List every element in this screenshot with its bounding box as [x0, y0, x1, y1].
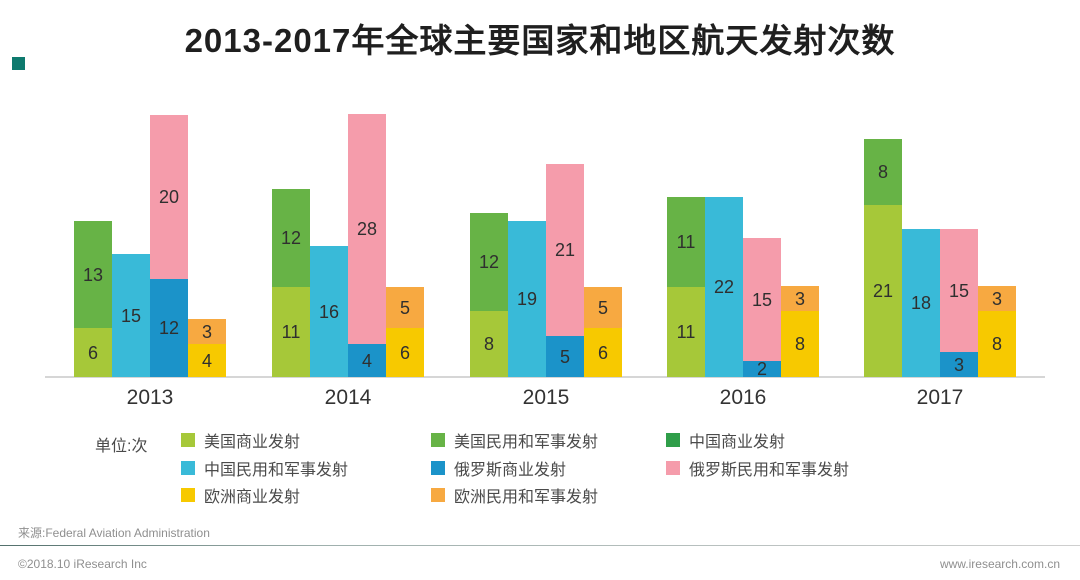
- bar-value-label: 6: [399, 343, 410, 363]
- footer-divider: [0, 545, 1080, 546]
- bar-value-label: 4: [361, 351, 372, 371]
- bar-value-label: 6: [597, 343, 608, 363]
- bar-segment: [150, 279, 188, 377]
- website-text: www.iresearch.com.cn: [939, 557, 1060, 571]
- x-tick-label: 2015: [522, 386, 570, 409]
- bar-value-label: 5: [559, 347, 570, 367]
- bar-value-label: 16: [318, 302, 340, 322]
- copyright-text: ©2018.10 iResearch Inc: [18, 557, 147, 571]
- corner-accent-square: [12, 57, 25, 70]
- bar-value-label: 3: [201, 322, 212, 342]
- bar-value-label: 11: [281, 322, 301, 342]
- bar-value-label: 18: [910, 293, 932, 313]
- bar-segment: [348, 344, 386, 377]
- bar-value-label: 6: [87, 343, 98, 363]
- bar-value-label: 3: [991, 289, 1002, 309]
- bar-value-label: 15: [751, 290, 773, 310]
- x-axis-line: [45, 376, 1045, 378]
- bar-segment: [978, 286, 1016, 311]
- bar-value-label: 15: [948, 281, 970, 301]
- x-tick-label: 2016: [719, 386, 767, 409]
- bar-value-label: 19: [516, 289, 538, 309]
- bar-value-label: 5: [399, 298, 410, 318]
- bar-segment: [74, 328, 112, 377]
- bar-segment: [667, 197, 705, 287]
- bar-value-label: 8: [794, 334, 805, 354]
- chart-title: 2013-2017年全球主要国家和地区航天发射次数: [184, 22, 896, 59]
- bar-value-label: 8: [877, 162, 888, 182]
- bar-segment: [150, 115, 188, 279]
- x-tick-label: 2014: [324, 386, 372, 409]
- bar-segment: [902, 229, 940, 377]
- bar-value-label: 11: [676, 232, 696, 252]
- bar-value-label: 8: [483, 334, 494, 354]
- bar-segment: [188, 319, 226, 344]
- bar-value-label: 22: [713, 277, 735, 297]
- bar-segment: [743, 361, 781, 377]
- bar-segment: [470, 213, 508, 311]
- bar-value-label: 8: [991, 334, 1002, 354]
- bar-value-label: 5: [597, 298, 608, 318]
- bar-segment: [112, 254, 150, 377]
- bar-segment: [940, 229, 978, 352]
- bar-segment: [864, 205, 902, 377]
- unit-label: 单位:次: [95, 438, 148, 455]
- bar-segment: [386, 328, 424, 377]
- bar-value-label: 3: [794, 289, 805, 309]
- bar-value-label: 12: [158, 318, 180, 338]
- bar-value-label: 2: [756, 359, 767, 379]
- bar-value-label: 12: [478, 252, 500, 272]
- bar-segment: [508, 221, 546, 377]
- bar-segment: [584, 328, 622, 377]
- bar-segment: [743, 238, 781, 361]
- bar-segment: [348, 114, 386, 344]
- bar-segment: [310, 246, 348, 377]
- x-tick-label: 2017: [916, 386, 964, 409]
- bar-segment: [272, 189, 310, 287]
- bar-segment: [705, 197, 743, 377]
- bar-segment: [470, 311, 508, 377]
- bar-segment: [584, 287, 622, 328]
- bar-value-label: 12: [280, 228, 302, 248]
- bar-value-label: 3: [953, 355, 964, 375]
- bar-value-label: 28: [356, 219, 378, 239]
- bar-value-label: 20: [158, 187, 180, 207]
- bar-segment: [546, 164, 584, 336]
- bar-segment: [667, 287, 705, 377]
- bar-value-label: 21: [554, 240, 576, 260]
- bar-value-label: 13: [82, 265, 104, 285]
- bar-segment: [781, 286, 819, 311]
- source-note: 来源:Federal Aviation Administration: [18, 526, 210, 540]
- bar-segment: [940, 352, 978, 377]
- bar-segment: [74, 221, 112, 328]
- bar-segment: [386, 287, 424, 328]
- bar-segment: [864, 139, 902, 205]
- bar-segment: [272, 287, 310, 377]
- bar-segment: [188, 344, 226, 377]
- x-tick-label: 2013: [126, 386, 174, 409]
- bar-value-label: 11: [676, 322, 696, 342]
- bar-segment: [546, 336, 584, 377]
- bar-segment: [978, 311, 1016, 377]
- bar-value-label: 4: [201, 351, 212, 371]
- bar-segment: [781, 311, 819, 377]
- bar-value-label: 15: [120, 306, 142, 326]
- bar-value-label: 21: [872, 281, 894, 301]
